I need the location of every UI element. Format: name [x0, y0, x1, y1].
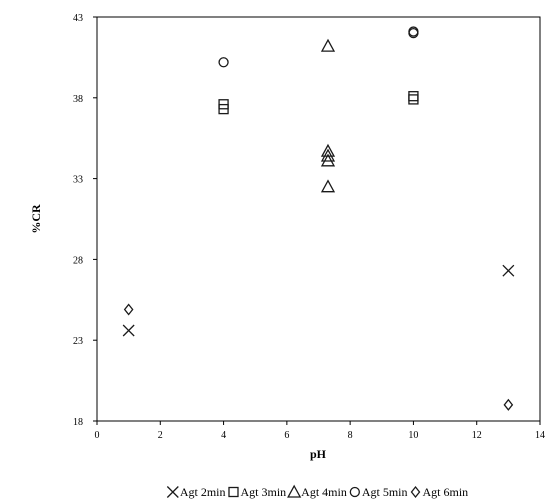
data-point-triangle: [320, 38, 336, 52]
legend: Agt 2min Agt 3min Agt 4min Agt 5min Agt 6min: [166, 484, 469, 499]
diamond-marker-shape: [503, 398, 514, 411]
x-tick-label: 10: [408, 430, 418, 441]
legend-label: Agt 6min: [423, 485, 469, 499]
square-marker-shape: [408, 91, 419, 102]
legend-marker-diamond: [410, 485, 421, 499]
triangle-marker-shape: [287, 484, 302, 498]
triangle-marker-shape: [320, 179, 336, 193]
data-point-square: [218, 103, 229, 115]
legend-label: Agt 2min: [180, 485, 226, 499]
triangle-marker-shape: [320, 38, 336, 52]
circle-marker-shape: [218, 57, 229, 68]
axis-ticks: 0 2 4 6 8 10 12 14 18 23 28 33 38 43: [73, 13, 545, 441]
data-point-square: [408, 91, 419, 102]
data-point-circle: [218, 57, 229, 68]
data-point-diamond: [123, 303, 134, 316]
circle-marker-shape: [349, 486, 360, 498]
legend-marker-x: [166, 486, 179, 498]
legend-label: Agt 4min: [301, 485, 347, 499]
data-point-triangle: [320, 179, 336, 193]
legend-marker-circle: [349, 486, 360, 498]
legend-marker-triangle: [287, 484, 302, 498]
legend-label: Agt 3min: [240, 485, 286, 499]
x-tick-label: 0: [95, 430, 100, 441]
x-marker-shape: [502, 264, 515, 277]
x-tick-label: 14: [535, 430, 545, 441]
x-tick-label: 6: [284, 430, 289, 441]
square-marker-shape: [218, 103, 229, 115]
diamond-marker-shape: [410, 485, 421, 499]
circle-marker-shape: [408, 28, 419, 39]
data-point-diamond: [503, 398, 514, 411]
legend-label: Agt 5min: [362, 485, 408, 499]
x-marker-shape: [166, 486, 179, 498]
y-tick-label: 28: [73, 255, 83, 266]
y-tick-label: 38: [73, 94, 83, 105]
x-tick-label: 2: [158, 430, 163, 441]
y-tick-label: 18: [73, 417, 83, 428]
x-tick-label: 12: [472, 430, 482, 441]
y-tick-label: 23: [73, 336, 83, 347]
data-point-x: [122, 324, 135, 337]
square-marker-shape: [228, 486, 239, 498]
y-tick-label: 33: [73, 175, 83, 186]
data-point-triangle: [320, 153, 336, 167]
y-tick-label: 43: [73, 13, 83, 24]
data-point-square: [408, 94, 419, 105]
y-axis-title: %CR: [29, 204, 43, 234]
plot-frame: [96, 16, 541, 422]
triangle-marker-shape: [320, 153, 336, 167]
legend-marker-square: [228, 486, 239, 498]
diamond-marker-shape: [123, 303, 134, 316]
data-point-x: [502, 264, 515, 277]
x-tick-label: 4: [221, 430, 226, 441]
data-point-triangle: [320, 148, 336, 162]
data-point-circle: [408, 28, 419, 39]
x-axis-title: pH: [310, 447, 327, 461]
x-tick-label: 8: [348, 430, 353, 441]
x-marker-shape: [122, 324, 135, 337]
data-points: [122, 26, 515, 411]
triangle-marker-shape: [320, 148, 336, 162]
square-marker-shape: [408, 94, 419, 105]
